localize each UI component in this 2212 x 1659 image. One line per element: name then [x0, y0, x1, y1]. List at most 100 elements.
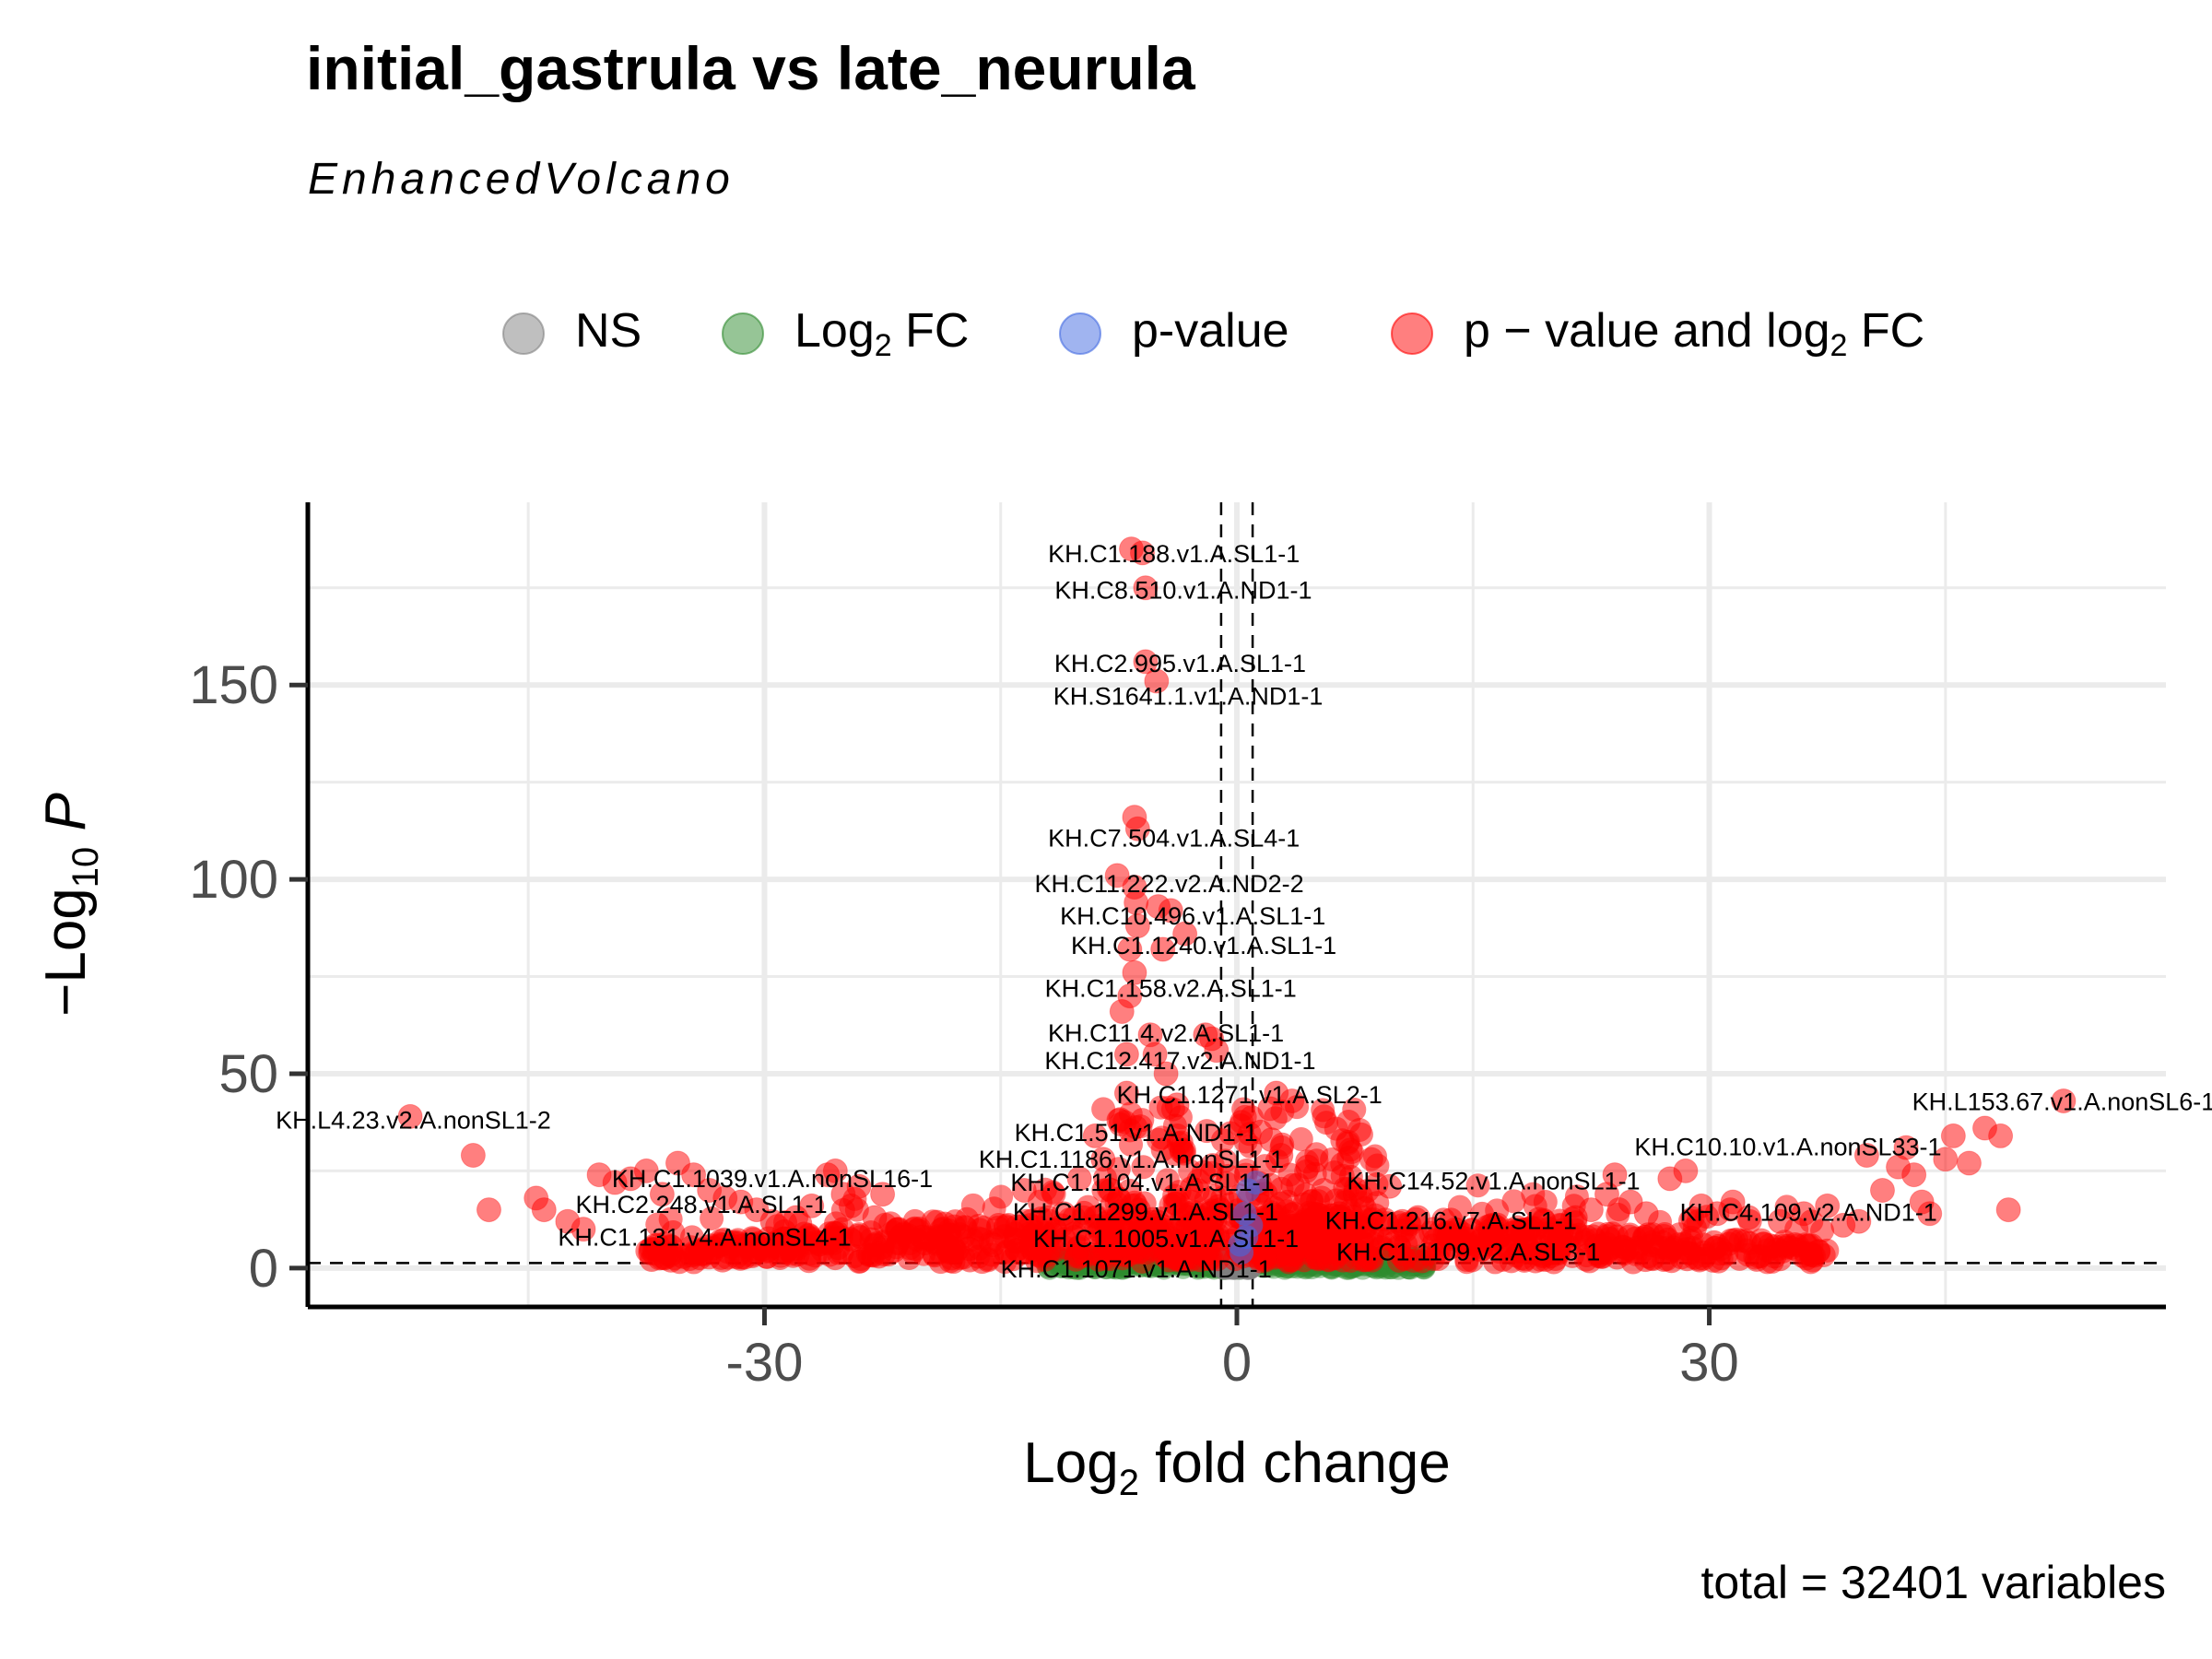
data-point — [1164, 1092, 1190, 1118]
data-point — [1066, 1166, 1092, 1192]
background-point — [1122, 1190, 1147, 1215]
data-point — [1142, 1041, 1168, 1067]
data-point — [649, 1182, 675, 1207]
point-label: KH.C11.222.v2.A.ND2-2 — [1034, 870, 1303, 898]
data-point — [1268, 1143, 1294, 1169]
background-point — [1062, 1224, 1087, 1249]
background-point — [1292, 1192, 1317, 1217]
data-point — [1326, 1201, 1352, 1227]
x-tick-label: -30 — [726, 1333, 804, 1393]
data-point — [822, 1158, 848, 1183]
background-point — [645, 1212, 670, 1237]
point-label: KH.C2.248.v1.A.SL1-1 — [576, 1191, 828, 1218]
background-point — [808, 1230, 833, 1254]
data-point — [1184, 1177, 1210, 1203]
data-point — [1673, 1158, 1699, 1183]
data-point — [1158, 898, 1183, 924]
chart-subtitle: EnhancedVolcano — [308, 155, 735, 204]
data-point — [909, 1224, 935, 1250]
data-point — [1169, 1138, 1194, 1164]
data-point — [1257, 1096, 1283, 1122]
data-point — [1098, 1177, 1124, 1203]
data-point — [1917, 1201, 1943, 1227]
data-point — [1342, 1182, 1368, 1207]
data-point — [1113, 1041, 1139, 1067]
data-point — [2051, 1088, 2077, 1113]
data-point — [846, 1173, 872, 1199]
data-points — [397, 536, 2077, 1265]
point-label: KH.C1.1039.v1.A.nonSL16-1 — [612, 1165, 933, 1193]
data-point — [1129, 540, 1155, 566]
data-point — [1940, 1123, 1966, 1148]
legend-label-fc: Log2 FC — [794, 304, 969, 363]
data-point — [571, 1217, 596, 1242]
point-label: KH.C1.1071.v1.A.ND1-1 — [1001, 1255, 1272, 1283]
background-point — [1386, 1248, 1411, 1273]
data-point — [1633, 1201, 1659, 1227]
point-label: KH.L153.67.v1.A.nonSL6-1 — [1912, 1088, 2212, 1115]
tick-labels: 0 50 100 150 -30 0 30 — [189, 655, 1739, 1393]
background-point — [1268, 1191, 1293, 1216]
data-point — [1791, 1201, 1817, 1227]
data-point — [1172, 921, 1198, 947]
background-point — [709, 1245, 734, 1270]
background-point — [1410, 1249, 1435, 1274]
legend-swatch-fc — [722, 312, 764, 355]
point-label: KH.C8.510.v1.A.ND1-1 — [1054, 576, 1312, 604]
background-point — [1218, 1121, 1243, 1146]
data-point — [1051, 1201, 1077, 1227]
data-point — [1204, 1038, 1230, 1064]
background-point — [1533, 1247, 1558, 1272]
legend: NS Log2 FC p-value p − value and log2 FC — [502, 304, 1924, 363]
data-point — [1602, 1162, 1628, 1188]
data-point-pvalue — [1232, 1201, 1257, 1226]
data-point — [957, 1236, 982, 1262]
chart-caption: total = 32401 variables — [1700, 1557, 2166, 1608]
data-point — [1004, 1228, 1030, 1253]
background-point — [1181, 1199, 1206, 1224]
data-point — [1295, 1154, 1321, 1180]
background-point — [1100, 1216, 1125, 1241]
background-point — [1383, 1230, 1408, 1254]
data-point — [1124, 816, 1150, 841]
point-label: KH.C1.158.v2.A.SL1-1 — [1045, 974, 1297, 1002]
background-point — [1178, 1159, 1203, 1183]
background-point — [1623, 1241, 1648, 1266]
data-point — [1150, 936, 1176, 962]
point-label: KH.C4.109.v2.A.ND1-1 — [1680, 1198, 1937, 1226]
data-point — [1117, 936, 1143, 962]
background-point — [1355, 1233, 1380, 1258]
data-point — [1956, 1150, 1982, 1176]
background-point — [1298, 1211, 1323, 1235]
background-point — [1447, 1194, 1472, 1219]
background-point — [1336, 1146, 1361, 1171]
data-point — [1104, 863, 1130, 888]
background-point — [1173, 1246, 1198, 1271]
point-label: KH.C11.4.v2.A.SL1-1 — [1048, 1019, 1284, 1047]
background-point — [982, 1196, 1006, 1221]
background-point — [1573, 1247, 1598, 1272]
point-label: KH.C2.995.v1.A.SL1-1 — [1054, 650, 1306, 677]
background-point — [1661, 1235, 1686, 1260]
background-point — [1155, 1168, 1180, 1193]
background-point — [1359, 1147, 1383, 1171]
data-point — [759, 1208, 785, 1234]
legend-swatch-p — [1059, 312, 1101, 355]
background-point — [1268, 1211, 1293, 1236]
legend-label-ns: NS — [575, 304, 641, 358]
data-point — [1122, 959, 1147, 985]
background-point — [1594, 1231, 1618, 1256]
data-point — [1133, 649, 1159, 675]
background-point — [1194, 1119, 1219, 1144]
background-point — [671, 1244, 696, 1269]
y-tick-label: 0 — [249, 1239, 278, 1299]
point-label: KH.C1.131.v4.A.nonSL4-1 — [558, 1224, 851, 1252]
data-point — [1735, 1205, 1761, 1230]
background-point — [700, 1206, 724, 1231]
point-label: KH.L4.23.v2.A.nonSL1-2 — [276, 1106, 551, 1134]
data-point — [870, 1182, 896, 1207]
point-label: KH.C1.1005.v1.A.SL1-1 — [1033, 1225, 1299, 1253]
point-label: KH.C7.504.v1.A.SL4-1 — [1048, 825, 1300, 853]
point-label: KH.C10.10.v1.A.nonSL33-1 — [1634, 1133, 1941, 1160]
background-point — [1120, 1211, 1145, 1236]
